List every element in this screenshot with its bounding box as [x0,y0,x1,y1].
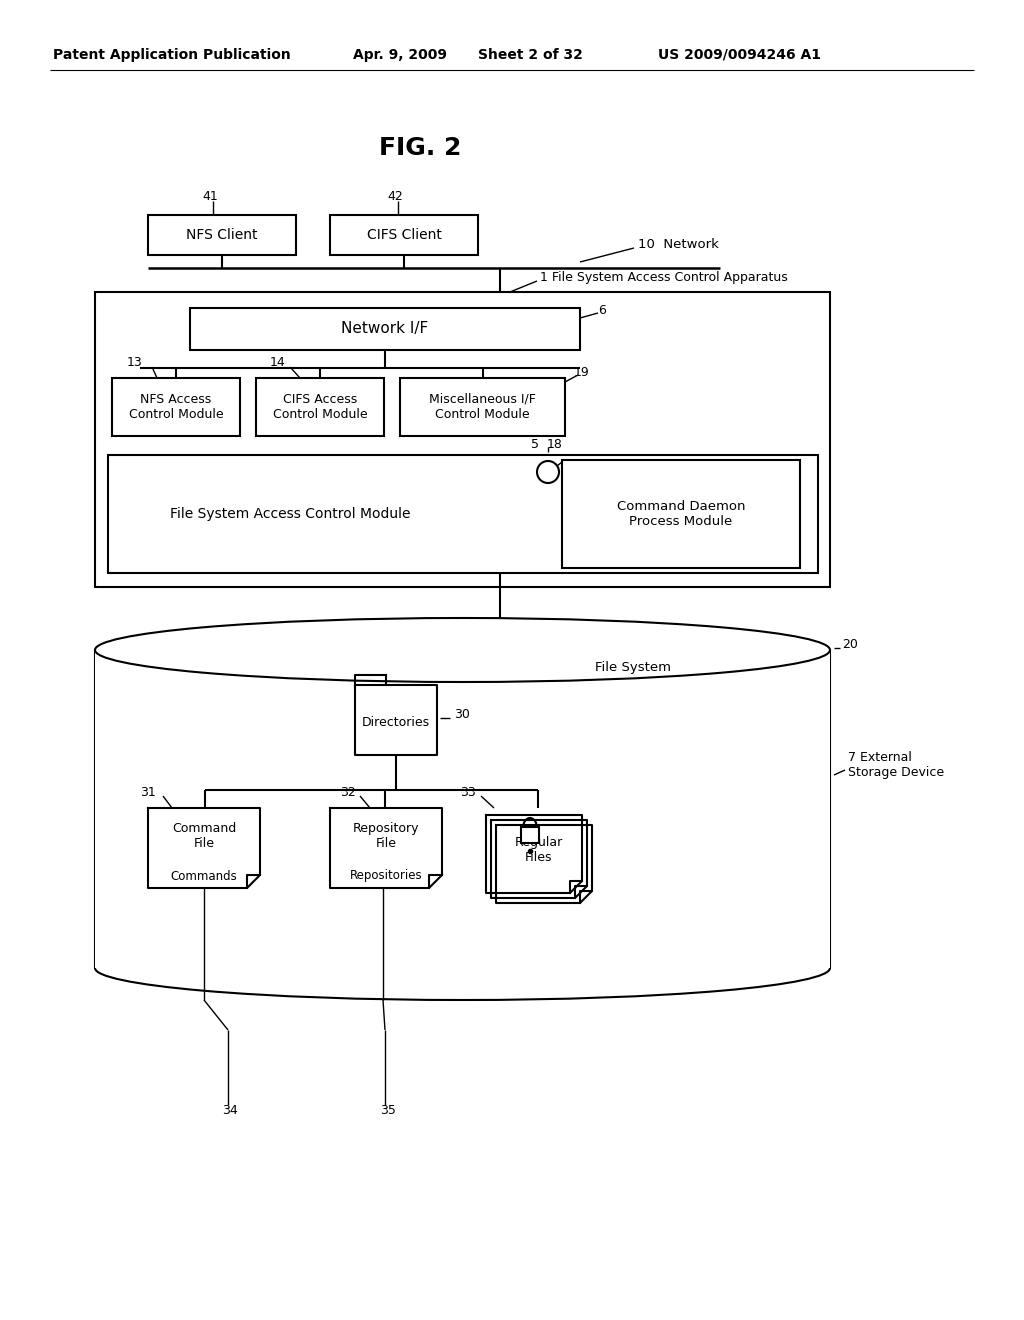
Bar [112,378,240,436]
Text: NFS Access
Control Module: NFS Access Control Module [129,393,223,421]
Text: 33: 33 [460,785,476,799]
Text: 35: 35 [380,1104,396,1117]
Text: NFS Client: NFS Client [186,228,258,242]
Text: Repositories: Repositories [349,870,422,883]
Bar [562,459,800,568]
Text: Commands: Commands [171,870,238,883]
Text: 7 External
Storage Device: 7 External Storage Device [848,751,944,779]
Text: 41: 41 [202,190,218,202]
Bar [330,215,478,255]
Bar [190,308,580,350]
Polygon shape [490,820,587,898]
Text: Directories: Directories [361,717,430,730]
Text: Patent Application Publication: Patent Application Publication [53,48,291,62]
Text: 10  Network: 10 Network [638,238,719,251]
Text: 19: 19 [574,366,590,379]
Text: Network I/F: Network I/F [341,322,429,337]
Text: Command
File: Command File [172,822,237,850]
Text: CIFS Access
Control Module: CIFS Access Control Module [272,393,368,421]
Bar [400,378,565,436]
Text: Apr. 9, 2009: Apr. 9, 2009 [353,48,447,62]
Bar [154,865,254,887]
Polygon shape [330,808,442,888]
Text: 20: 20 [842,638,858,651]
Text: Repository
File: Repository File [352,822,419,850]
Text: 1 File System Access Control Apparatus: 1 File System Access Control Apparatus [540,272,787,285]
Text: 34: 34 [222,1104,238,1117]
Polygon shape [496,825,592,903]
Ellipse shape [95,936,830,1001]
Text: 42: 42 [387,190,402,202]
Polygon shape [355,675,386,685]
Text: 18: 18 [547,437,563,450]
Text: Regular
Files: Regular Files [515,836,563,865]
Text: 14: 14 [270,356,286,370]
Text: 13: 13 [127,356,143,370]
Text: 32: 32 [340,785,356,799]
Bar [108,455,818,573]
Text: FIG. 2: FIG. 2 [379,136,461,160]
Bar [148,215,296,255]
Text: Command Daemon
Process Module: Command Daemon Process Module [616,500,745,528]
Bar [95,292,830,587]
Polygon shape [355,685,437,755]
Bar [118,660,818,932]
Bar [521,828,539,843]
Text: US 2009/0094246 A1: US 2009/0094246 A1 [658,48,821,62]
Text: 31: 31 [140,785,156,799]
Text: 6: 6 [598,304,606,317]
Text: Miscellaneous I/F
Control Module: Miscellaneous I/F Control Module [429,393,536,421]
Text: File System: File System [595,661,671,675]
Ellipse shape [95,618,830,682]
Text: Sheet 2 of 32: Sheet 2 of 32 [477,48,583,62]
Text: File System Access Control Module: File System Access Control Module [170,507,411,521]
Polygon shape [148,808,260,888]
Polygon shape [486,814,582,894]
Text: CIFS Client: CIFS Client [367,228,441,242]
Bar [336,865,436,887]
Bar [95,649,830,968]
Text: 5: 5 [531,437,539,450]
Text: 30: 30 [454,709,470,722]
Bar [256,378,384,436]
